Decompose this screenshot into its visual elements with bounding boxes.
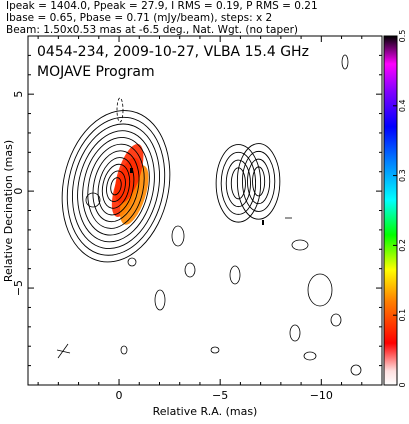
- chart-subtitle: MOJAVE Program: [37, 64, 155, 80]
- colorbar-tick-label: 0: [398, 382, 407, 387]
- contour-core: [101, 163, 131, 209]
- faint-contour: [184, 262, 196, 278]
- pol-peak-mark: [130, 168, 133, 173]
- contour-jet-blob-a: [225, 159, 251, 208]
- x-tick-label: 0: [116, 389, 123, 402]
- colorbar-tick-label: 0.3: [398, 169, 407, 182]
- y-tick-label: 5: [12, 91, 25, 98]
- header-line-1: Ipeak = 1404.0, Ppeak = 27.9, I RMS = 0.…: [6, 0, 318, 12]
- polarization-patch: [119, 165, 149, 225]
- faint-contour: [307, 273, 333, 307]
- header-line-3: Beam: 1.50x0.53 mas at -6.5 deg., Nat. W…: [6, 24, 299, 36]
- faint-contour: [171, 225, 185, 247]
- contour-jet-blob-b: [247, 158, 271, 205]
- faint-contour: [85, 192, 101, 208]
- y-tick-label: −5: [12, 280, 25, 296]
- faint-contour: [341, 54, 349, 70]
- contour-jet-blob-b: [252, 166, 266, 197]
- faint-contour: [127, 257, 137, 267]
- contour-core: [87, 143, 145, 229]
- colorbar-tick-label: 0.4: [398, 99, 407, 112]
- faint-contour: [291, 239, 309, 251]
- x-tick-label: −10: [310, 389, 333, 402]
- negative-contour: [116, 97, 124, 123]
- pol-mark: [262, 220, 264, 225]
- colorbar-tick-label: 0.2: [398, 239, 407, 252]
- contour-core: [61, 110, 171, 263]
- faint-contour: [229, 265, 241, 285]
- contour-jet-blob-b: [241, 150, 276, 212]
- chart-title: 0454-234, 2009-10-27, VLBA 15.4 GHz: [37, 44, 309, 60]
- contour-jet-blob-a: [220, 151, 257, 215]
- faint-contour: [210, 346, 220, 354]
- faint-contour: [330, 313, 342, 327]
- y-tick-label: 0: [12, 188, 25, 195]
- contour-core: [77, 130, 155, 243]
- colorbar: 0 0.1 0.2 0.3 0.4 0.5: [383, 30, 407, 388]
- plot-frame: [27, 35, 383, 386]
- faint-contour: [303, 351, 317, 361]
- colorbar-tick-label: 0.1: [398, 309, 407, 322]
- faint-contour: [120, 345, 128, 355]
- contour-layer: [61, 110, 281, 263]
- contour-core: [92, 150, 140, 223]
- faint-contour: [154, 289, 166, 311]
- contour-core: [97, 157, 135, 216]
- contour-core: [71, 123, 161, 249]
- x-tick-label: −5: [212, 389, 228, 402]
- polarization-patch: [114, 143, 144, 204]
- minor-features: [56, 54, 362, 376]
- contour-core: [110, 177, 122, 196]
- x-axis-label: Relative R.A. (mas): [153, 405, 258, 418]
- beam-axis-minor: [56, 349, 71, 354]
- contour-core: [66, 116, 166, 256]
- faint-contour: [289, 324, 301, 342]
- contour-core: [106, 170, 126, 203]
- axis-ticks: 0 −5 −10 5 0 −5: [12, 35, 383, 402]
- contour-core: [82, 136, 150, 236]
- colorbar-tick-label: 0.5: [398, 30, 407, 43]
- contour-jet-blob-b: [236, 143, 281, 220]
- header-line-2: Ibase = 0.65, Pbase = 0.71 (mJy/beam), s…: [6, 12, 273, 24]
- contour-jet-blob-a: [215, 144, 262, 223]
- y-axis-label: Relative Decination (mas): [2, 140, 15, 282]
- faint-contour: [350, 364, 362, 376]
- colorbar-gradient: [383, 35, 398, 386]
